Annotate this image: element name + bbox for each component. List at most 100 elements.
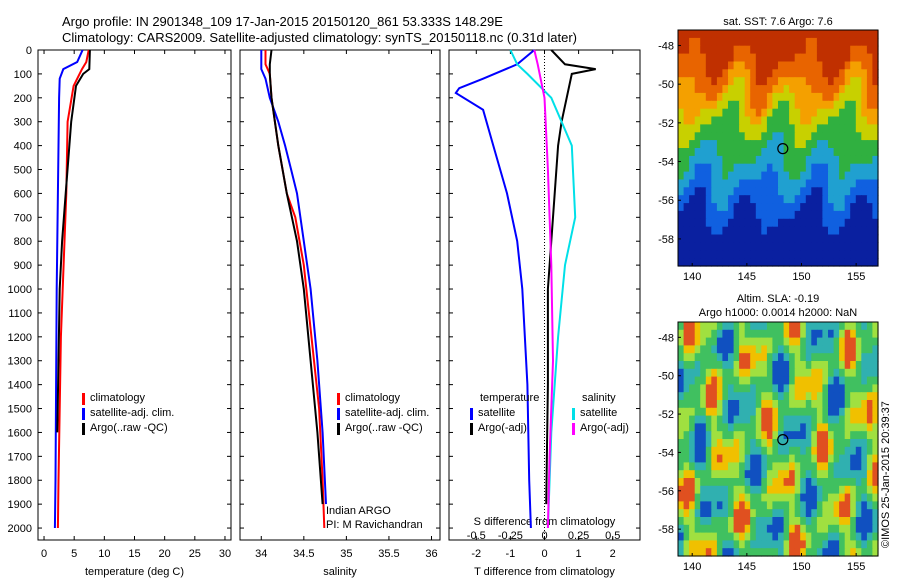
- map-cell: [844, 195, 851, 204]
- map-cell: [850, 423, 857, 432]
- map-cell: [778, 392, 785, 401]
- map-cell: [744, 548, 751, 557]
- x-tick-label: 34: [255, 548, 267, 560]
- map-cell: [722, 132, 729, 141]
- map-cell: [816, 148, 824, 157]
- map-cell: [783, 210, 790, 220]
- map-cell: [678, 540, 685, 549]
- map-cell: [861, 179, 868, 188]
- y-tick-label: 1900: [8, 499, 32, 511]
- map-cell: [705, 124, 712, 133]
- map-cell: [739, 415, 746, 424]
- map-cell: [694, 431, 701, 440]
- map-cell: [816, 155, 824, 165]
- map-cell: [855, 407, 862, 417]
- map-cell: [805, 85, 812, 94]
- map-cell: [844, 242, 851, 251]
- map-cell: [800, 218, 807, 228]
- map-cell: [828, 155, 835, 165]
- map-cell: [761, 85, 768, 94]
- map-cell: [778, 210, 785, 220]
- map-cell: [705, 439, 712, 448]
- map-cell: [828, 163, 835, 173]
- map-cell: [822, 108, 829, 118]
- legend-label-satellite-s: satellite: [580, 407, 618, 419]
- map-cell: [811, 439, 818, 448]
- map-cell: [844, 415, 851, 424]
- map-cell: [844, 540, 851, 549]
- map-cell: [772, 171, 779, 181]
- map-cell: [722, 501, 729, 510]
- map-cell: [866, 509, 874, 518]
- map-cell: [694, 322, 701, 331]
- map-cell: [794, 353, 801, 362]
- map-cell: [678, 203, 685, 212]
- map-cell: [789, 132, 796, 141]
- map-cell: [705, 376, 712, 385]
- map-cell: [844, 61, 851, 70]
- map-cell: [716, 454, 724, 463]
- map-cell: [833, 30, 840, 39]
- map-cell: [728, 69, 735, 78]
- map-cell: [778, 415, 785, 424]
- map-cell: [761, 322, 768, 331]
- map-cell: [822, 218, 829, 228]
- map-cell: [694, 69, 701, 78]
- map-cell: [844, 454, 851, 463]
- map-cell: [828, 250, 835, 259]
- map-cell: [861, 485, 868, 495]
- map-cell: [739, 258, 746, 267]
- map-cell: [733, 155, 740, 165]
- map-cell: [772, 187, 779, 196]
- map-cell: [800, 163, 807, 173]
- map-cell: [755, 345, 762, 354]
- x-tick-label: 2: [610, 548, 616, 560]
- map-cell: [789, 329, 796, 339]
- map-cell: [855, 85, 862, 94]
- map-cell: [872, 37, 879, 47]
- map-cell: [711, 61, 718, 70]
- map-cell: [711, 132, 718, 141]
- map-cell: [733, 470, 740, 479]
- map-cell: [700, 509, 707, 518]
- y-tick-label: 0: [26, 45, 32, 57]
- map-cell: [711, 53, 718, 63]
- legend-swatch-argo-s: [572, 422, 575, 435]
- map-cell: [850, 384, 857, 393]
- map-cell: [822, 85, 829, 94]
- map-cell: [772, 148, 779, 157]
- map-cell: [861, 45, 868, 55]
- map-cell: [683, 384, 690, 393]
- s-tick-label: 0.5: [605, 530, 620, 542]
- map-cell: [739, 187, 746, 196]
- map-cell: [855, 470, 862, 479]
- map-cell: [783, 45, 790, 55]
- map-cell: [866, 415, 874, 424]
- map-cell: [755, 53, 762, 63]
- map-cell: [800, 250, 807, 259]
- map-cell: [800, 423, 807, 432]
- map-cell: [783, 345, 790, 354]
- map-cell: [861, 478, 868, 487]
- map-cell: [733, 446, 740, 456]
- map-cell: [811, 329, 818, 339]
- map-cell: [678, 524, 685, 534]
- map-cell: [783, 100, 790, 110]
- map-cell: [783, 218, 790, 228]
- map-cell: [689, 353, 696, 362]
- map-cell: [694, 53, 701, 63]
- map-cell: [761, 45, 768, 55]
- map-cell: [733, 392, 740, 401]
- map-cell: [728, 226, 735, 236]
- map-cell: [722, 470, 729, 479]
- legend-swatch-climatology: [82, 392, 85, 405]
- map-cell: [716, 37, 724, 47]
- map-cell: [750, 345, 757, 354]
- map-cell: [744, 171, 751, 181]
- map-cell: [844, 478, 851, 487]
- map-cell: [750, 407, 757, 417]
- map-cell: [689, 400, 696, 409]
- map-cell: [872, 108, 879, 118]
- map-cell: [822, 462, 829, 471]
- map-cell: [833, 203, 840, 212]
